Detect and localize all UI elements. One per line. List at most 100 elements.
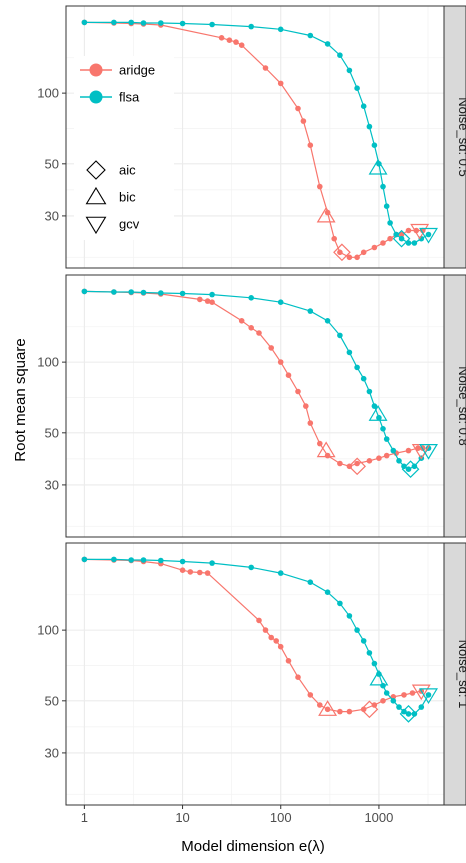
marker-bic-aridge: [316, 441, 336, 458]
data-point-flsa: [390, 447, 397, 454]
marker-bic-flsa: [369, 669, 389, 686]
data-point-flsa: [383, 690, 390, 696]
data-point-flsa: [401, 708, 407, 715]
data-point-aridge: [238, 42, 245, 48]
facet-strip-label: Noise_sd: 0.8: [456, 366, 466, 446]
data-point-flsa: [380, 183, 386, 190]
legend-key-aic: [86, 160, 106, 180]
data-point-aridge: [409, 690, 416, 696]
data-point-flsa: [366, 388, 373, 395]
data-point-flsa: [81, 556, 88, 563]
data-point-flsa: [158, 557, 164, 564]
data-point-aridge: [371, 244, 378, 251]
data-point-flsa: [209, 21, 215, 28]
data-point-aridge: [307, 142, 314, 148]
data-point-flsa: [398, 235, 405, 242]
data-point-aridge: [197, 569, 203, 576]
data-point-flsa: [354, 364, 360, 371]
data-point-aridge: [376, 455, 382, 462]
data-point-flsa: [209, 560, 215, 566]
panel-2: Noise_sd: 0.8 30 50 100: [37, 274, 466, 538]
legend-label-flsa: flsa: [119, 90, 140, 105]
marker-gcv-flsa: [419, 227, 438, 244]
marker-aic-flsa: [392, 229, 411, 248]
data-point-flsa: [401, 463, 407, 470]
marker-aic-aridge: [348, 457, 366, 476]
data-point-flsa: [393, 231, 400, 238]
marker-aic-flsa: [399, 705, 418, 723]
data-point-aridge: [233, 39, 239, 45]
data-point-flsa: [366, 123, 373, 130]
legend: aridge flsa aic bic gcv: [74, 56, 174, 240]
data-point-flsa: [158, 290, 164, 296]
data-point-flsa: [140, 557, 147, 563]
data-point-aridge: [360, 249, 367, 256]
data-point-flsa: [405, 711, 412, 717]
data-point-aridge: [307, 420, 314, 426]
data-point-flsa: [179, 20, 186, 27]
data-point-flsa: [277, 570, 284, 576]
data-point-flsa: [128, 289, 134, 295]
legend-label-aic: aic: [119, 163, 136, 178]
data-point-aridge: [295, 105, 301, 112]
legend-label-aridge: aridge: [119, 63, 155, 78]
data-point-aridge: [277, 359, 284, 365]
data-point-flsa: [337, 332, 343, 339]
data-point-flsa: [346, 613, 353, 619]
y-tick-label: 30: [45, 208, 59, 223]
data-point-aridge: [295, 674, 301, 680]
panels-layer: Noise_sd: 0.5 30 50 100 Noise_sd: 0.8 30 50 100…: [37, 5, 466, 825]
data-point-aridge: [324, 209, 331, 216]
data-point-flsa: [371, 660, 378, 667]
marker-bic-aridge: [318, 700, 338, 716]
data-point-aridge: [268, 634, 275, 641]
data-point-aridge: [383, 452, 390, 459]
data-point-flsa: [376, 414, 382, 421]
data-point-aridge: [197, 296, 203, 303]
x-tick-label: 1: [81, 810, 88, 825]
data-point-aridge: [238, 318, 245, 324]
data-point-flsa: [366, 650, 373, 656]
data-point-flsa: [396, 458, 402, 464]
data-point-aridge: [398, 231, 405, 238]
data-point-flsa: [324, 589, 331, 595]
legend-label-gcv: gcv: [119, 217, 140, 232]
legend-box: [74, 56, 174, 240]
marker-gcv-flsa: [419, 443, 438, 460]
facet-strip: [443, 5, 466, 269]
data-point-aridge: [346, 708, 353, 715]
data-point-aridge: [337, 460, 343, 467]
data-point-aridge: [218, 35, 225, 41]
data-point-aridge: [285, 372, 292, 379]
y-tick-label: 50: [45, 693, 59, 708]
data-point-flsa: [425, 692, 432, 698]
data-point-flsa: [396, 704, 402, 710]
data-point-flsa: [277, 299, 284, 306]
data-point-aridge: [179, 567, 186, 573]
series-line-aridge: [84, 558, 422, 713]
data-point-flsa: [346, 67, 353, 74]
data-point-aridge: [387, 235, 393, 242]
data-point-aridge: [226, 37, 233, 43]
data-point-flsa: [383, 436, 390, 442]
x-axis-title: Model dimension e(λ): [181, 838, 324, 855]
data-point-flsa: [248, 295, 254, 301]
marker-gcv-aridge: [411, 684, 431, 701]
y-tick-label: 30: [45, 477, 59, 492]
data-point-aridge: [307, 692, 314, 698]
data-point-aridge: [401, 692, 407, 698]
data-point-aridge: [303, 403, 309, 409]
data-point-aridge: [390, 694, 397, 700]
data-point-flsa: [411, 463, 418, 470]
marker-bic-flsa: [368, 405, 388, 421]
data-point-aridge: [209, 299, 215, 306]
marker-bic-aridge: [316, 206, 336, 223]
data-point-aridge: [380, 240, 386, 246]
data-point-flsa: [111, 19, 117, 26]
data-point-aridge: [317, 440, 323, 447]
data-point-flsa: [360, 375, 367, 382]
data-point-flsa: [128, 19, 134, 26]
data-point-aridge: [256, 617, 262, 624]
data-point-flsa: [337, 600, 343, 607]
